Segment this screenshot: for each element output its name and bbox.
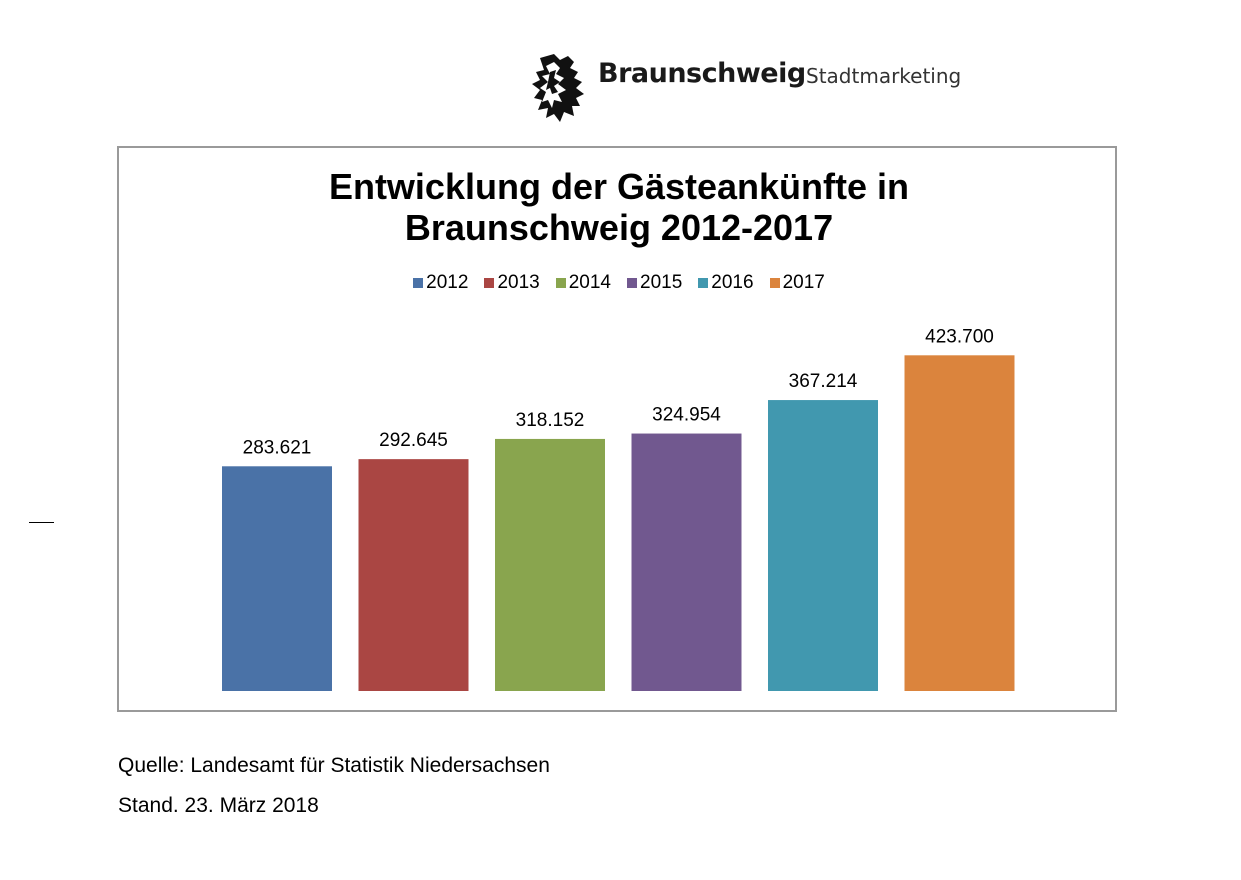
chart-title-line-1: Entwicklung der Gästeankünfte in [328, 166, 910, 207]
legend-label-2014: 2014 [568, 272, 611, 293]
margin-mark [29, 522, 54, 523]
legend-item-2016: 2016 [698, 272, 754, 294]
legend-label-2016: 2016 [711, 272, 754, 293]
legend-swatch-2013 [484, 278, 495, 288]
legend-item-2013: 2013 [484, 272, 540, 294]
brand-subtitle: Stadtmarketing [806, 64, 962, 88]
bar-2016 [768, 400, 878, 691]
brand-name: Braunschweig [598, 58, 806, 89]
legend-label-2013: 2013 [497, 272, 540, 293]
bar-2013 [358, 459, 469, 691]
chart-legend: 2012 2013 2014 2015 2016 2017 [119, 272, 1119, 294]
brand-logo: Braunschweig Stadtmarketing [530, 52, 990, 124]
legend-label-2017: 2017 [782, 272, 825, 293]
lion-icon [532, 54, 584, 122]
data-label-2016: 367.214 [789, 371, 858, 392]
legend-swatch-2017 [769, 278, 780, 288]
legend-item-2014: 2014 [555, 272, 611, 294]
data-label-2013: 292.645 [379, 430, 448, 451]
legend-swatch-2016 [698, 278, 709, 288]
chart-title-line-2: Braunschweig 2012-2017 [404, 207, 834, 248]
legend-item-2015: 2015 [627, 272, 682, 294]
data-label-2015: 324.954 [652, 405, 721, 426]
date-note: Stand. 23. März 2018 [118, 794, 319, 817]
data-label-2017: 423.700 [925, 326, 994, 347]
source-note: Quelle: Landesamt für Statistik Niedersa… [118, 754, 550, 777]
bar-2012 [222, 466, 332, 691]
legend-item-2012: 2012 [413, 272, 468, 294]
bar-2014 [495, 438, 605, 691]
legend-label-2015: 2015 [640, 272, 683, 293]
legend-swatch-2014 [555, 278, 566, 288]
legend-item-2017: 2017 [769, 272, 825, 294]
bar-2017 [904, 355, 1015, 691]
data-label-2014: 318.152 [516, 410, 585, 431]
legend-swatch-2015 [627, 278, 637, 288]
legend-label-2012: 2012 [426, 272, 469, 293]
chart-frame: Entwicklung der Gästeankünfte in Braunsc… [117, 146, 1117, 712]
bar-2015 [631, 433, 742, 691]
bar-chart: 283.621 292.645 318.152 324.954 367.214 423.7… [222, 326, 1015, 691]
legend-swatch-2012 [413, 278, 424, 288]
data-label-2012: 283.621 [243, 437, 312, 458]
chart-title: Entwicklung der Gästeankünfte in Braunsc… [119, 166, 1119, 248]
